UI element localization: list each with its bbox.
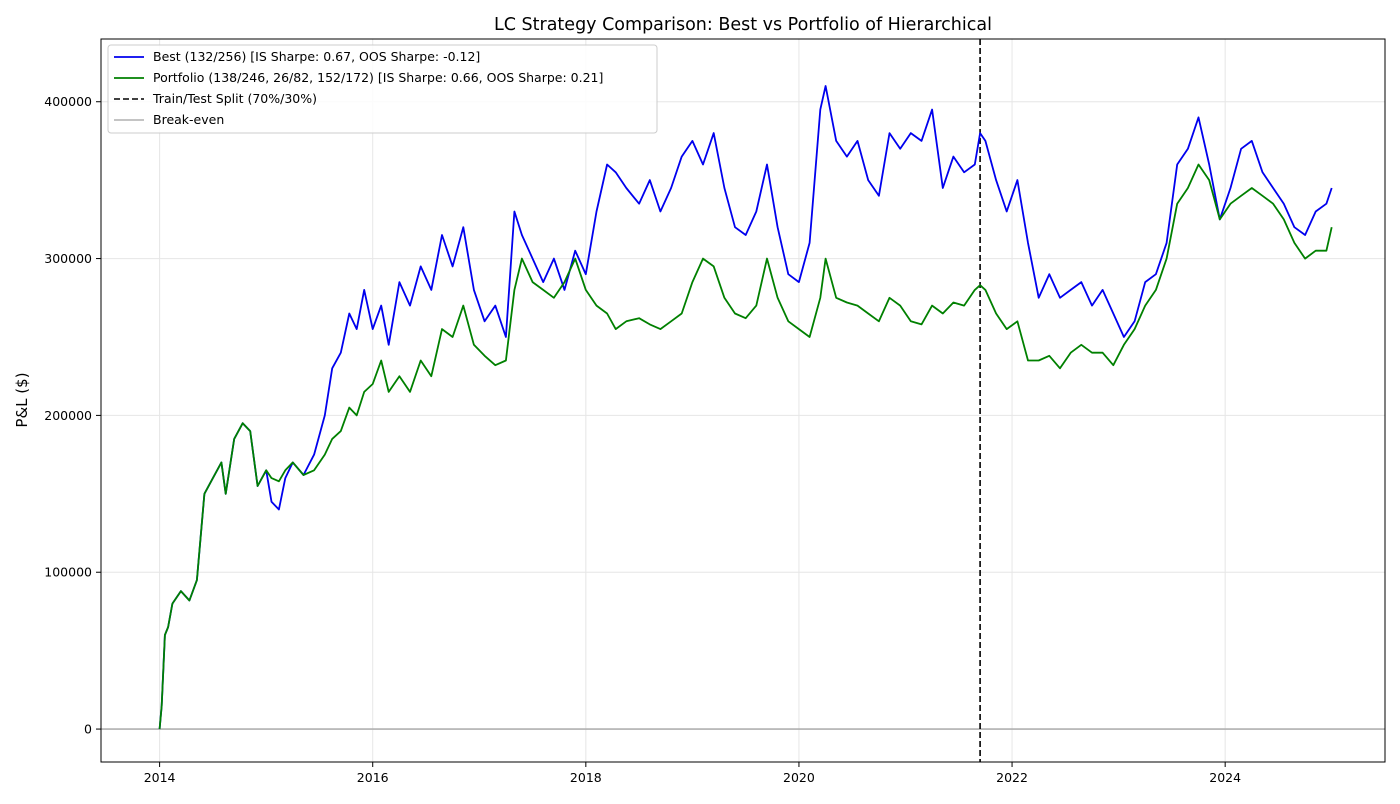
legend-label-breakeven: Break-even bbox=[153, 112, 224, 127]
legend-label-split: Train/Test Split (70%/30%) bbox=[152, 91, 317, 106]
x-tick-label: 2016 bbox=[357, 770, 389, 785]
grid-lines bbox=[101, 39, 1385, 762]
x-tick-label: 2020 bbox=[783, 770, 815, 785]
plot-frame bbox=[100, 38, 1386, 763]
y-axis-label: P&L ($) bbox=[13, 372, 31, 427]
series-line-portfolio bbox=[158, 163, 1333, 730]
y-tick-label: 300000 bbox=[44, 251, 92, 266]
legend-label-best: Best (132/256) [IS Sharpe: 0.67, OOS Sha… bbox=[153, 49, 480, 64]
x-tick-label: 2014 bbox=[144, 770, 176, 785]
x-tick-label: 2018 bbox=[570, 770, 602, 785]
chart-title: LC Strategy Comparison: Best vs Portfoli… bbox=[494, 15, 992, 35]
series-line-best bbox=[158, 85, 1333, 730]
reference-lines bbox=[101, 39, 1385, 762]
axis-ticks: 2014 2016 2018 2020 2022 2024 0 100000 200000 300… bbox=[44, 94, 1241, 785]
x-tick-label: 2022 bbox=[996, 770, 1028, 785]
legend-box bbox=[107, 44, 658, 134]
y-tick-label: 200000 bbox=[44, 408, 92, 423]
y-tick-label: 0 bbox=[84, 722, 92, 737]
series-lines bbox=[158, 85, 1333, 730]
y-tick-label: 400000 bbox=[44, 94, 92, 109]
legend: Best (132/256) [IS Sharpe: 0.67, OOS Sha… bbox=[107, 44, 658, 134]
y-tick-label: 100000 bbox=[44, 565, 92, 580]
x-tick-label: 2024 bbox=[1209, 770, 1241, 785]
legend-label-portfolio: Portfolio (138/246, 26/82, 152/172) [IS … bbox=[153, 70, 603, 85]
